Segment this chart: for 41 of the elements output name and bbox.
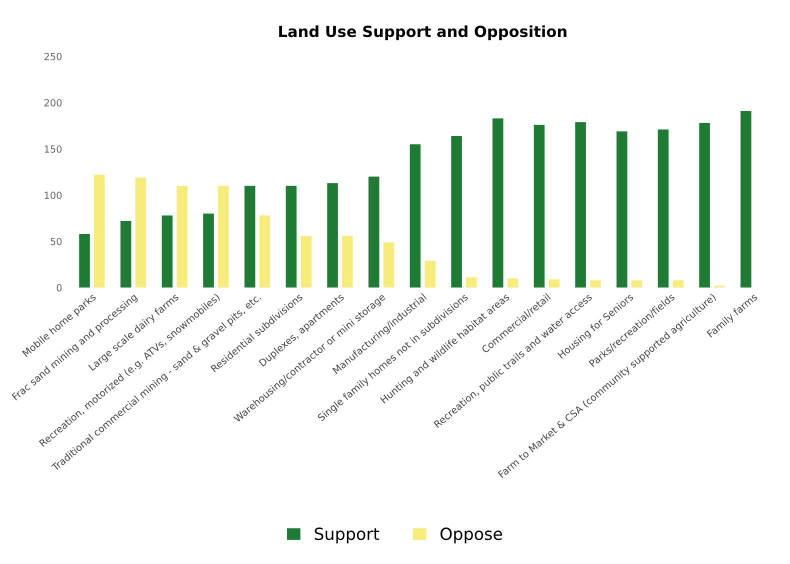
y-tick-label: 250 xyxy=(44,52,62,60)
bar xyxy=(300,236,312,288)
bar xyxy=(590,280,601,288)
y-tick-label: 200 xyxy=(44,99,62,106)
y-tick-label: 0 xyxy=(56,284,62,292)
bar xyxy=(699,122,710,288)
bar xyxy=(259,215,270,288)
bar xyxy=(631,280,642,288)
bar xyxy=(410,144,421,288)
bar xyxy=(218,186,229,288)
chart-title: Land Use Support and Opposition xyxy=(279,25,566,40)
bar xyxy=(383,242,394,288)
bar xyxy=(135,178,146,288)
bar xyxy=(368,176,380,288)
bar xyxy=(658,129,669,288)
bar xyxy=(548,279,560,288)
y-tick-label: 50 xyxy=(50,238,62,246)
bar xyxy=(327,183,338,288)
y-tick-label: 150 xyxy=(44,145,62,153)
bar xyxy=(162,215,173,288)
bar xyxy=(492,118,504,288)
bar xyxy=(342,236,353,288)
bar xyxy=(534,124,545,288)
bar xyxy=(79,234,90,288)
bar xyxy=(176,186,188,288)
bar xyxy=(120,221,132,288)
y-tick-label: 100 xyxy=(44,192,62,199)
legend-label: Oppose xyxy=(440,528,502,544)
bar xyxy=(672,280,684,288)
bar xyxy=(507,278,518,288)
bar xyxy=(94,174,105,288)
bar xyxy=(451,136,462,288)
bar xyxy=(203,214,214,288)
bar xyxy=(466,277,477,288)
bar xyxy=(424,260,436,288)
bar xyxy=(286,186,297,288)
bar xyxy=(740,110,752,288)
legend-label: Support xyxy=(314,528,380,544)
bar xyxy=(575,122,586,288)
bar xyxy=(244,186,256,288)
bar xyxy=(616,131,628,288)
